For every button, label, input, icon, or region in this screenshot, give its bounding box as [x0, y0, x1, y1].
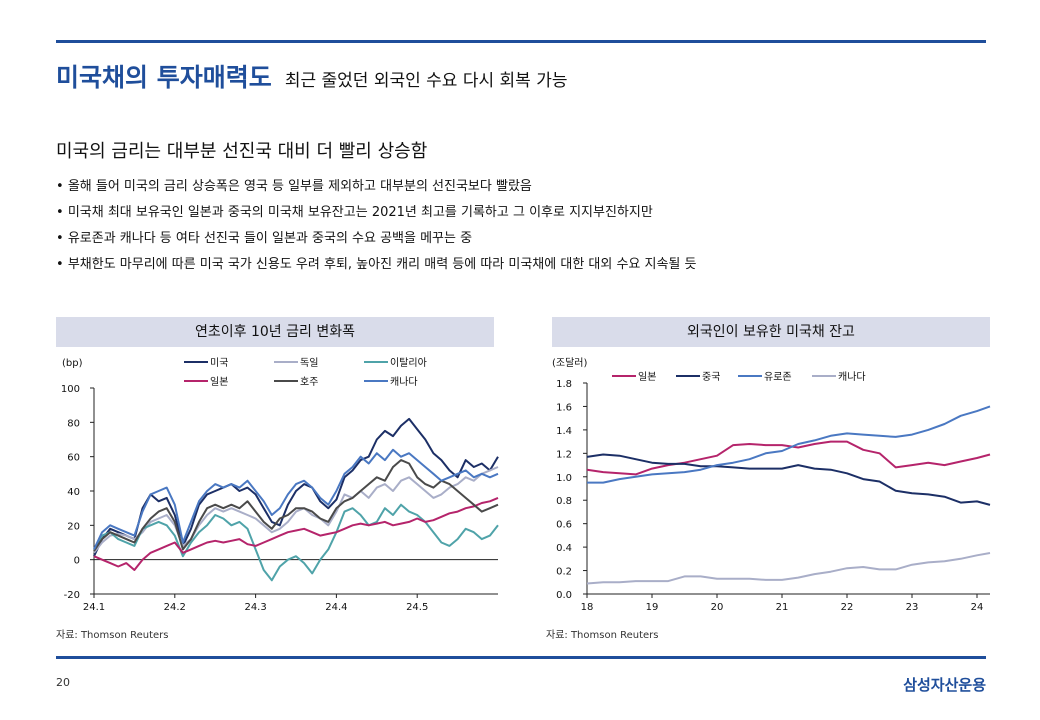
holdings-chart: (조달러) 0.0 0.2 0.4 0.6 0.8 1.0 1.2 1.4 1.6 1.8 18 19 2… [552, 357, 991, 613]
subheading: 미국의 금리는 대부분 선진국 대비 더 빨리 상승함 [56, 141, 428, 162]
title-main: 미국채의 투자매력도 [56, 63, 272, 92]
y-tick-label: 80 [67, 418, 80, 429]
series-line-유로존 [587, 405, 991, 484]
series-line-호주 [93, 459, 499, 552]
x-tick-label: 24.3 [244, 602, 266, 613]
y-tick-label: 100 [61, 384, 80, 395]
brand-logo-text: 삼성자산운용 [903, 676, 986, 694]
x-tick-label: 18 [581, 602, 594, 613]
y-tick-label: 1.0 [556, 473, 572, 484]
bullet-item: 미국채 최대 보유국인 일본과 중국의 미국채 보유잔고는 2021년 최고를 … [56, 204, 697, 230]
x-tick-label: 22 [841, 602, 854, 613]
legend-label: 이탈리아 [390, 356, 427, 369]
legend-label: 캐나다 [838, 371, 866, 383]
series-line-중국 [586, 453, 991, 506]
legend-label: 캐나다 [390, 376, 418, 388]
page-number: 20 [56, 676, 70, 689]
x-tick-label: 19 [646, 602, 659, 613]
rate-change-chart: (bp) -20 0 20 40 60 80 100 24.1 24.2 24.3 24.4 24.5 미… [61, 356, 499, 613]
legend-label: 독일 [300, 357, 318, 369]
y-unit-label: (조달러) [552, 357, 588, 369]
top-rule [56, 40, 986, 43]
bottom-rule [56, 656, 986, 659]
series-line-이탈리아 [93, 503, 499, 582]
x-tick-label: 24.5 [406, 602, 428, 613]
series-line-일본 [93, 496, 499, 571]
legend-label: 미국 [210, 357, 228, 369]
y-tick-label: 1.6 [556, 402, 572, 413]
y-tick-label: 1.2 [556, 449, 572, 460]
y-unit-label: (bp) [62, 358, 83, 369]
chart-2-title: 외국인이 보유한 미국채 잔고 [552, 317, 990, 347]
bullet-item: 올해 들어 미국의 금리 상승폭은 영국 등 일부를 제외하고 대부분의 선진국… [56, 178, 697, 204]
x-tick-label: 21 [776, 602, 789, 613]
y-tick-label: 0.8 [556, 496, 572, 507]
legend-label: 중국 [702, 371, 720, 383]
series-line-독일 [93, 466, 499, 554]
legend-label: 호주 [300, 376, 318, 388]
legend-label: 유로존 [764, 371, 792, 383]
series-line-일본 [586, 440, 991, 476]
x-tick-label: 24.2 [164, 602, 186, 613]
x-tick-label: 23 [906, 602, 919, 613]
x-tick-label: 20 [711, 602, 724, 613]
y-tick-label: 20 [67, 521, 80, 532]
series-line-캐나다 [586, 552, 991, 585]
chart-1-source: 자료: Thomson Reuters [56, 630, 169, 641]
y-tick-label: 0 [74, 556, 80, 567]
y-tick-label: 0.2 [556, 567, 572, 578]
x-tick-label: 24.4 [325, 602, 347, 613]
x-tick-label: 24 [971, 602, 984, 613]
y-tick-label: 0.6 [556, 520, 572, 531]
bullet-item: 부채한도 마무리에 따른 미국 국가 신용도 우려 후퇴, 높아진 캐리 매력 … [56, 256, 697, 282]
y-tick-label: 60 [67, 453, 80, 464]
y-tick-label: 0.0 [556, 590, 572, 601]
y-tick-label: -20 [64, 590, 80, 601]
chart-2-source: 자료: Thomson Reuters [546, 630, 659, 641]
y-tick-label: 0.4 [556, 543, 572, 554]
y-tick-label: 40 [67, 487, 80, 498]
series-line-캐나다 [93, 448, 499, 550]
chart-1-title: 연초이후 10년 금리 변화폭 [56, 317, 494, 347]
y-tick-label: 1.8 [556, 379, 572, 390]
bullet-item: 유로존과 캐나다 등 여타 선진국 들이 일본과 중국의 수요 공백을 메꾸는 … [56, 230, 697, 256]
page-title: 미국채의 투자매력도 최근 줄었던 외국인 수요 다시 회복 가능 [56, 58, 567, 94]
bullet-list: 올해 들어 미국의 금리 상승폭은 영국 등 일부를 제외하고 대부분의 선진국… [56, 178, 697, 282]
series-line-미국 [93, 417, 499, 557]
y-tick-label: 1.4 [556, 426, 572, 437]
x-tick-label: 24.1 [83, 602, 105, 613]
title-sub: 최근 줄었던 외국인 수요 다시 회복 가능 [284, 71, 568, 91]
legend-label: 일본 [638, 371, 656, 383]
legend-label: 일본 [210, 376, 228, 388]
